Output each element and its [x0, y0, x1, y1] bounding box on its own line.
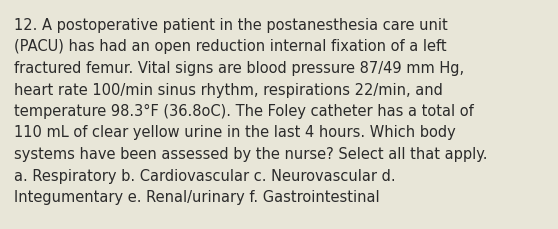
Text: Integumentary e. Renal/urinary f. Gastrointestinal: Integumentary e. Renal/urinary f. Gastro…: [14, 189, 379, 204]
Text: temperature 98.3°F (36.8oC). The Foley catheter has a total of: temperature 98.3°F (36.8oC). The Foley c…: [14, 104, 474, 118]
Text: 12. A postoperative patient in the postanesthesia care unit: 12. A postoperative patient in the posta…: [14, 18, 448, 33]
Text: systems have been assessed by the nurse? Select all that apply.: systems have been assessed by the nurse?…: [14, 146, 488, 161]
Text: a. Respiratory b. Cardiovascular c. Neurovascular d.: a. Respiratory b. Cardiovascular c. Neur…: [14, 168, 396, 183]
Text: fractured femur. Vital signs are blood pressure 87/49 mm Hg,: fractured femur. Vital signs are blood p…: [14, 61, 464, 76]
Text: 110 mL of clear yellow urine in the last 4 hours. Which body: 110 mL of clear yellow urine in the last…: [14, 125, 456, 140]
Text: heart rate 100/min sinus rhythm, respirations 22/min, and: heart rate 100/min sinus rhythm, respira…: [14, 82, 443, 97]
Text: (PACU) has had an open reduction internal fixation of a left: (PACU) has had an open reduction interna…: [14, 39, 446, 54]
